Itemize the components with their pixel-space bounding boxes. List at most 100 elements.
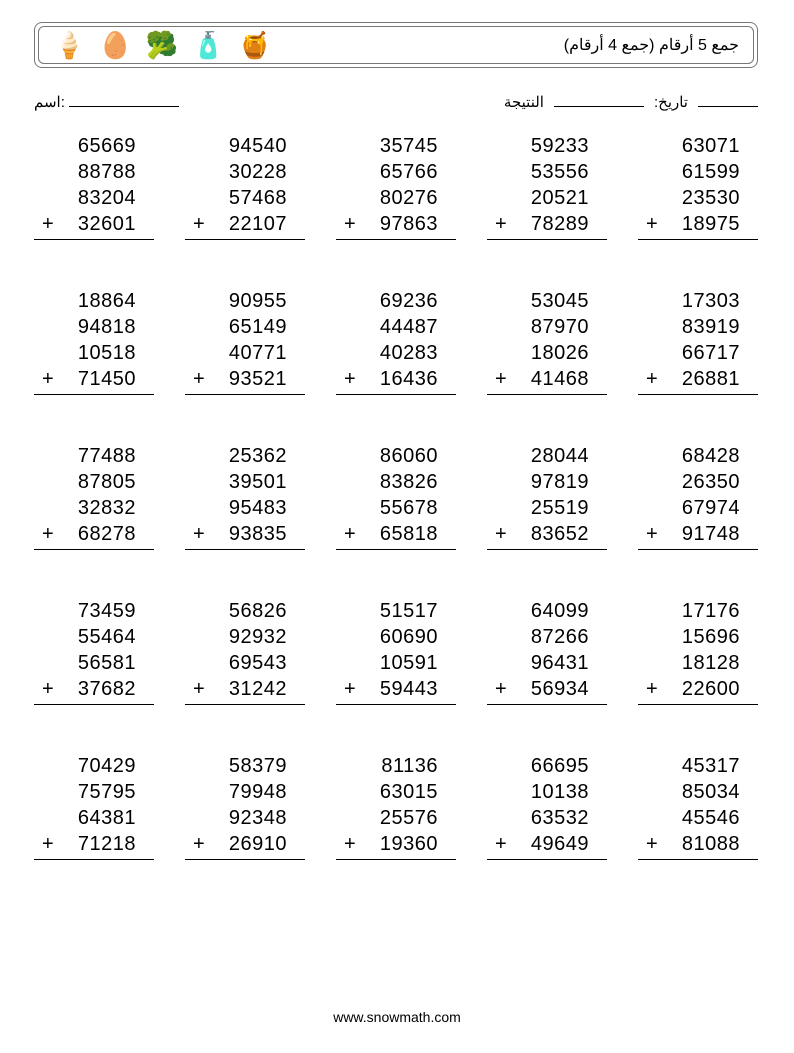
addend: 87266 — [487, 624, 607, 650]
addend: 66695 — [487, 753, 607, 779]
addition-problem: 188649481810518+71450 — [34, 288, 154, 395]
addend: 92932 — [185, 624, 305, 650]
plus-operator: + — [495, 366, 507, 392]
last-addend: +91748 — [638, 521, 758, 550]
addend: 83919 — [638, 314, 758, 340]
header-icons: 🍦 🥚 🥦 🧴 🍯 — [53, 32, 271, 58]
addition-problem: 630716159923530+18975 — [638, 133, 758, 240]
addend: 39501 — [185, 469, 305, 495]
addend: 67974 — [638, 495, 758, 521]
addend: 63071 — [638, 133, 758, 159]
addend: 53045 — [487, 288, 607, 314]
addend: 57468 — [185, 185, 305, 211]
addend: 17303 — [638, 288, 758, 314]
last-addend: +19360 — [336, 831, 456, 860]
addition-problem: 357456576680276+97863 — [336, 133, 456, 240]
info-fields: اسم: النتيجة :تاريخ — [34, 90, 758, 116]
addend: 87805 — [34, 469, 154, 495]
date-blank[interactable] — [698, 90, 758, 107]
addend: 90955 — [185, 288, 305, 314]
addend: 69543 — [185, 650, 305, 676]
plus-operator: + — [495, 676, 507, 702]
plus-operator: + — [42, 831, 54, 857]
addend: 77488 — [34, 443, 154, 469]
problem-grid: 656698878883204+32601945403022857468+221… — [34, 133, 758, 908]
last-addend: +65818 — [336, 521, 456, 550]
problem-row: 774888780532832+68278253623950195483+938… — [34, 443, 758, 550]
addition-problem: 734595546456581+37682 — [34, 598, 154, 705]
addend: 45317 — [638, 753, 758, 779]
score-blank[interactable] — [554, 90, 644, 107]
last-addend: +26910 — [185, 831, 305, 860]
score-label: النتيجة — [504, 93, 544, 111]
addition-problem: 704297579564381+71218 — [34, 753, 154, 860]
addition-problem: 811366301525576+19360 — [336, 753, 456, 860]
addend: 80276 — [336, 185, 456, 211]
addend: 94540 — [185, 133, 305, 159]
last-addend: +71450 — [34, 366, 154, 395]
plus-operator: + — [344, 211, 356, 237]
plus-operator: + — [646, 676, 658, 702]
egg-icon: 🥚 — [99, 32, 131, 58]
name-blank[interactable] — [69, 90, 179, 107]
addend: 51517 — [336, 598, 456, 624]
last-addend: +22107 — [185, 211, 305, 240]
addend: 56826 — [185, 598, 305, 624]
addend: 96431 — [487, 650, 607, 676]
plus-operator: + — [646, 366, 658, 392]
last-addend: +56934 — [487, 676, 607, 705]
plus-operator: + — [42, 211, 54, 237]
bottle-icon: 🧴 — [192, 32, 224, 58]
addition-problem: 530458797018026+41468 — [487, 288, 607, 395]
plus-operator: + — [495, 521, 507, 547]
score-date-fields: النتيجة :تاريخ — [504, 90, 758, 116]
addend: 69236 — [336, 288, 456, 314]
name-label: اسم: — [34, 93, 65, 111]
addend: 55678 — [336, 495, 456, 521]
last-addend: +78289 — [487, 211, 607, 240]
addend: 30228 — [185, 159, 305, 185]
addend: 20521 — [487, 185, 607, 211]
addend: 28044 — [487, 443, 607, 469]
addition-problem: 171761569618128+22600 — [638, 598, 758, 705]
addition-problem: 860608382655678+65818 — [336, 443, 456, 550]
addition-problem: 909556514940771+93521 — [185, 288, 305, 395]
plus-operator: + — [344, 366, 356, 392]
addend: 40283 — [336, 340, 456, 366]
addend: 23530 — [638, 185, 758, 211]
broccoli-icon: 🥦 — [146, 32, 178, 58]
plus-operator: + — [193, 521, 205, 547]
addend: 88788 — [34, 159, 154, 185]
addition-problem: 945403022857468+22107 — [185, 133, 305, 240]
addend: 10138 — [487, 779, 607, 805]
addend: 10518 — [34, 340, 154, 366]
addend: 86060 — [336, 443, 456, 469]
plus-operator: + — [344, 676, 356, 702]
problem-row: 188649481810518+71450 909556514940771+935… — [34, 288, 758, 395]
last-addend: +83652 — [487, 521, 607, 550]
last-addend: +31242 — [185, 676, 305, 705]
worksheet-title: (جمع 5 أرقام (جمع 4 أرقام — [564, 35, 739, 55]
addition-problem: 640998726696431+56934 — [487, 598, 607, 705]
plus-operator: + — [193, 831, 205, 857]
problem-row: 704297579564381+71218583797994892348+269… — [34, 753, 758, 860]
addend: 79948 — [185, 779, 305, 805]
addend: 73459 — [34, 598, 154, 624]
addend: 87970 — [487, 314, 607, 340]
addition-problem: 280449781925519+83652 — [487, 443, 607, 550]
plus-operator: + — [495, 211, 507, 237]
addition-problem: 592335355620521+78289 — [487, 133, 607, 240]
plus-operator: + — [344, 521, 356, 547]
addition-problem: 684282635067974+91748 — [638, 443, 758, 550]
last-addend: +26881 — [638, 366, 758, 395]
addition-problem: 253623950195483+93835 — [185, 443, 305, 550]
last-addend: +41468 — [487, 366, 607, 395]
addend: 35745 — [336, 133, 456, 159]
last-addend: +22600 — [638, 676, 758, 705]
problem-row: 656698878883204+32601945403022857468+221… — [34, 133, 758, 240]
last-addend: +71218 — [34, 831, 154, 860]
addend: 60690 — [336, 624, 456, 650]
plus-operator: + — [42, 521, 54, 547]
last-addend: +49649 — [487, 831, 607, 860]
last-addend: +32601 — [34, 211, 154, 240]
